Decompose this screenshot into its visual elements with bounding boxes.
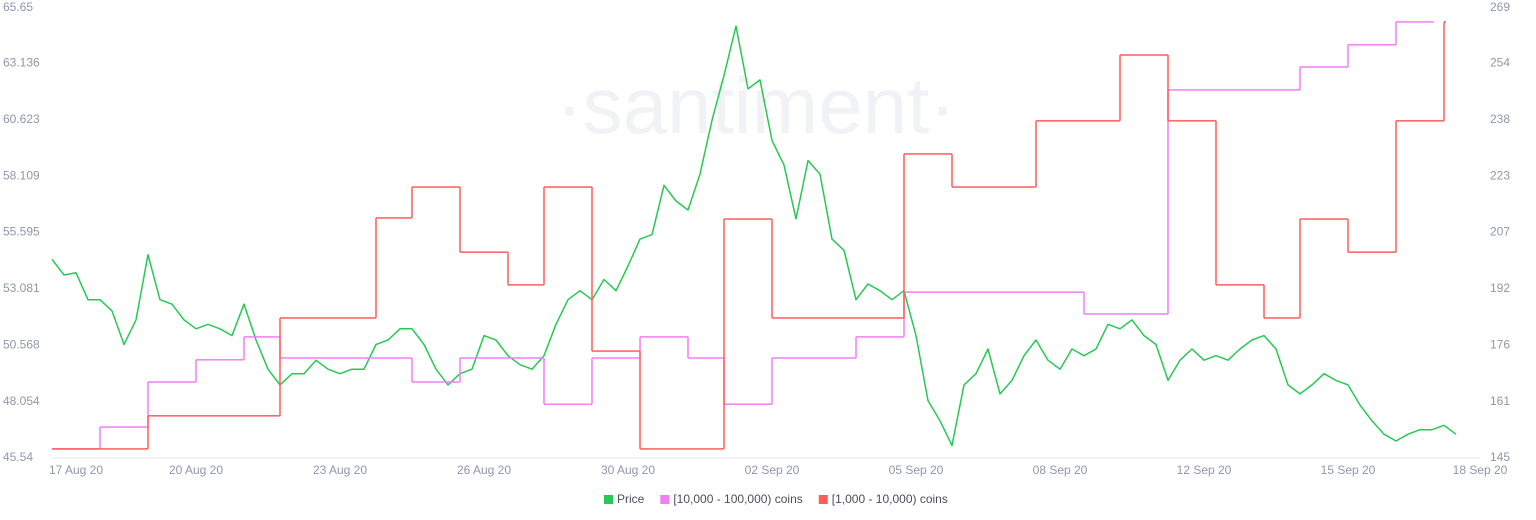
x-tick-label: 23 Aug 20: [313, 463, 367, 477]
y-tick-label: 48.054: [3, 394, 40, 408]
y2-tick-label: 269: [1490, 0, 1510, 14]
x-tick-label: 05 Sep 20: [889, 463, 944, 477]
x-tick-label: 08 Sep 20: [1033, 463, 1088, 477]
y2-tick-label: 145: [1490, 450, 1510, 464]
y2-tick-label: 192: [1490, 281, 1510, 295]
legend-swatch: [604, 495, 613, 504]
y-tick-label: 45.54: [3, 450, 33, 464]
legend-swatch: [660, 495, 670, 504]
y2-tick-label: 207: [1490, 225, 1510, 239]
price-line: [51, 25, 1457, 447]
x-tick-label: 17 Aug 20: [49, 463, 103, 477]
y-tick-label: 58.109: [3, 168, 40, 182]
x-tick-label: 26 Aug 20: [457, 463, 511, 477]
y2-tick-label: 161: [1490, 394, 1510, 408]
watermark: ·santiment·: [556, 61, 956, 150]
x-tick-label: 02 Sep 20: [745, 463, 800, 477]
legend-swatch: [818, 495, 828, 504]
x-tick-label: 30 Aug 20: [601, 463, 655, 477]
legend-label: [1,000 - 10,000) coins: [832, 492, 948, 506]
y-tick-label: 60.623: [3, 112, 40, 126]
y2-tick-label: 238: [1490, 112, 1510, 126]
x-tick-label: 18 Sep 20: [1453, 463, 1508, 477]
y-tick-label: 53.081: [3, 281, 40, 295]
y2-tick-label: 176: [1490, 337, 1510, 351]
y2-tick-label: 223: [1490, 168, 1510, 182]
legend-label: Price: [617, 492, 645, 506]
y-tick-label: 50.568: [3, 337, 40, 351]
x-tick-label: 15 Sep 20: [1321, 463, 1376, 477]
legend-label: [10,000 - 100,000) coins: [673, 492, 802, 506]
y-tick-label: 55.595: [3, 225, 40, 239]
y-tick-label: 65.65: [3, 0, 33, 14]
x-tick-label: 20 Aug 20: [169, 463, 223, 477]
x-tick-label: 12 Sep 20: [1177, 463, 1232, 477]
y-tick-label: 63.136: [3, 56, 40, 70]
y2-tick-label: 254: [1490, 56, 1510, 70]
